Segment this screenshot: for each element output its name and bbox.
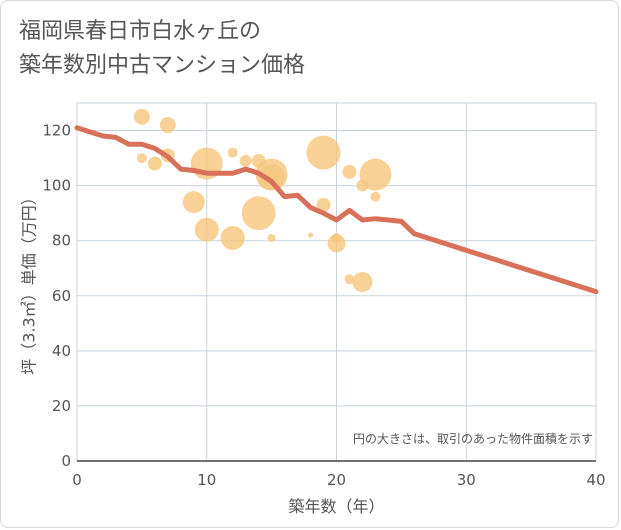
x-tick-label: 20 <box>327 471 346 489</box>
y-tick-label: 0 <box>61 452 71 470</box>
bubble <box>136 153 147 164</box>
bubble <box>359 158 392 191</box>
size-note: 円の大きさは、取引のあった物件面積を示す <box>353 431 593 446</box>
x-tick-label: 30 <box>457 471 476 489</box>
y-tick-label: 20 <box>52 397 71 415</box>
bubble <box>306 135 341 170</box>
y-axis-label: 坪（3.3㎡）単価（万円） <box>20 189 39 374</box>
x-tick-label: 0 <box>72 471 82 489</box>
bubble <box>241 196 276 231</box>
bubble <box>370 191 381 202</box>
bubble <box>267 233 276 242</box>
bubble-layer <box>133 108 392 292</box>
y-tick-label: 100 <box>42 177 71 195</box>
y-tick-label: 40 <box>52 342 71 360</box>
chart-title: 福岡県春日市白水ヶ丘の 築年数別中古マンション価格 <box>19 15 305 83</box>
bubble <box>308 232 314 238</box>
bubble <box>159 117 176 134</box>
bubble <box>239 154 252 167</box>
bubble <box>352 272 373 292</box>
chart-title-line1: 福岡県春日市白水ヶ丘の <box>19 19 262 44</box>
trend-line <box>74 125 599 295</box>
bubble <box>220 225 245 250</box>
y-tick-label: 60 <box>52 287 71 305</box>
bubble <box>258 164 285 191</box>
bubble <box>344 274 355 285</box>
bubble <box>182 191 205 214</box>
tick-labels: 0 10 20 30 40 0 20 40 60 80 100 120 <box>42 122 605 489</box>
bubble <box>194 217 219 242</box>
bubble <box>331 232 342 243</box>
x-tick-label: 10 <box>197 471 216 489</box>
bubble <box>133 108 150 125</box>
x-axis-label: 築年数（年） <box>288 497 384 516</box>
bubble <box>147 156 162 171</box>
chart-title-line2: 築年数別中古マンション価格 <box>19 53 306 78</box>
y-tick-label: 120 <box>42 122 71 140</box>
y-tick-label: 80 <box>52 232 71 250</box>
bubble <box>227 147 238 158</box>
x-tick-label: 40 <box>586 471 605 489</box>
bubble <box>316 197 331 212</box>
bubble <box>342 164 357 179</box>
